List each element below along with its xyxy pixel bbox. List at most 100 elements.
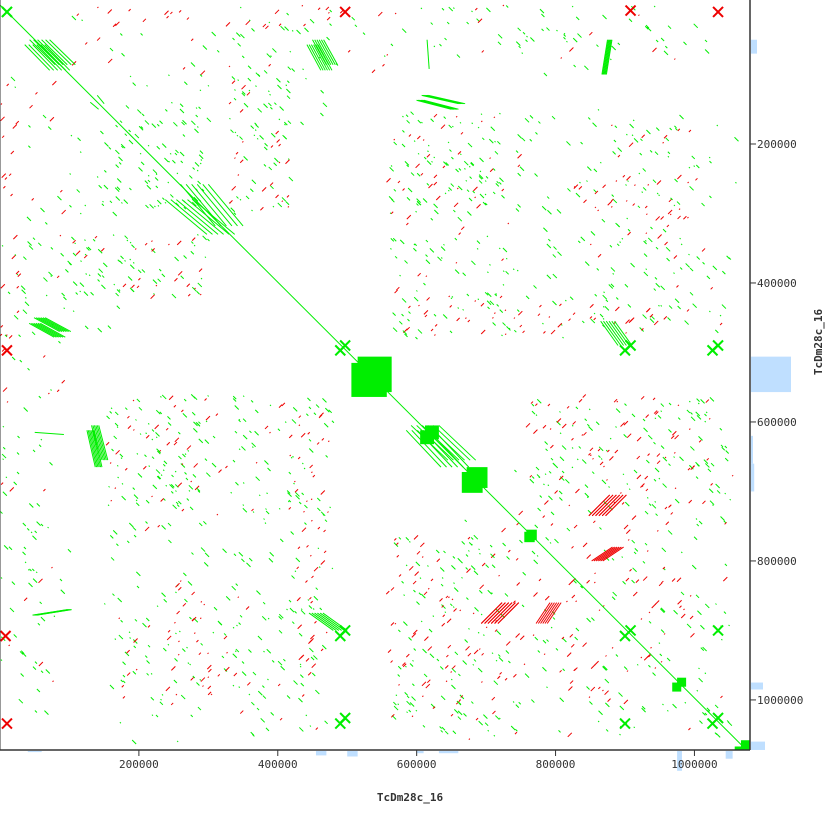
dot-mark [486, 7, 491, 13]
dot-mark [613, 139, 617, 143]
dot-mark [11, 254, 17, 260]
dot-mark [212, 435, 216, 439]
dot-mark [2, 491, 8, 497]
dot-mark [429, 247, 435, 253]
alignment-segment [320, 39, 336, 66]
dot-mark [414, 571, 420, 576]
dot-mark [641, 327, 644, 331]
dot-mark [191, 591, 195, 596]
dot-mark [180, 463, 186, 468]
dot-mark [525, 295, 530, 300]
dot-mark [484, 722, 489, 727]
dot-mark [124, 133, 128, 137]
dot-mark [687, 467, 691, 471]
dot-mark [573, 579, 577, 584]
dot-mark [255, 461, 258, 464]
dot-mark [518, 701, 522, 705]
dot-mark [100, 247, 105, 252]
dot-mark [442, 165, 446, 169]
alignment-segment [600, 320, 619, 346]
dot-mark [234, 650, 237, 653]
coverage-bar-bottom [416, 751, 424, 754]
dot-mark [623, 420, 629, 426]
dot-mark [470, 161, 475, 166]
dot-mark [81, 19, 83, 22]
dot-mark [631, 515, 637, 520]
dot-mark [541, 13, 545, 18]
dot-mark [443, 161, 448, 167]
dot-mark [116, 178, 122, 183]
dot-mark [547, 209, 552, 215]
dot-mark [702, 646, 707, 652]
dot-mark [705, 463, 710, 468]
dot-mark [45, 294, 48, 297]
dot-mark [119, 721, 122, 724]
dot-mark [446, 21, 450, 25]
alignment-segment [311, 612, 337, 631]
dot-mark [670, 512, 674, 515]
dot-mark [535, 131, 538, 135]
dot-mark [132, 262, 135, 264]
dot-mark [47, 126, 52, 130]
alignment-segment [313, 44, 328, 71]
dot-mark [408, 709, 412, 713]
dot-mark [659, 653, 663, 657]
dot-mark [403, 594, 405, 596]
dot-mark [688, 428, 691, 431]
dot-mark [179, 151, 185, 157]
dot-mark [610, 124, 613, 127]
dot-mark [467, 652, 472, 657]
dot-mark [141, 113, 145, 117]
dot-mark [231, 585, 237, 591]
dot-mark [493, 116, 496, 119]
dot-mark [417, 201, 421, 206]
dot-mark [197, 282, 203, 288]
dot-mark [320, 560, 326, 565]
dot-mark [546, 27, 550, 31]
dot-mark [505, 5, 509, 8]
dot-mark [260, 717, 266, 723]
dot-mark [688, 499, 693, 504]
dot-mark [544, 441, 549, 445]
dot-mark [689, 446, 695, 451]
dot-mark [431, 160, 433, 163]
dot-mark [660, 629, 665, 633]
dot-mark [563, 36, 566, 40]
dot-mark [272, 205, 275, 208]
dot-mark [411, 715, 414, 718]
dot-mark [420, 172, 424, 176]
dot-mark [664, 456, 667, 459]
dot-mark [553, 246, 557, 250]
dot-mark [22, 309, 28, 315]
dot-mark [673, 609, 678, 615]
dot-mark [612, 273, 615, 275]
dot-mark [535, 414, 538, 416]
dot-mark [208, 668, 212, 673]
dot-mark [683, 608, 685, 611]
dot-mark [499, 112, 501, 115]
dot-mark [47, 526, 49, 529]
dot-mark [470, 565, 476, 570]
dot-mark [639, 152, 643, 156]
dot-mark [457, 185, 463, 191]
dot-mark [457, 151, 462, 155]
dot-mark [671, 578, 676, 582]
dot-mark [705, 411, 708, 414]
dot-mark [647, 434, 653, 440]
alignment-segment [45, 39, 72, 66]
dot-mark [664, 45, 668, 49]
dot-mark [410, 111, 414, 116]
dot-mark [439, 43, 442, 47]
dot-mark [136, 285, 140, 289]
dot-mark [12, 124, 18, 129]
dot-mark [635, 579, 640, 583]
dot-mark [164, 201, 167, 204]
dot-mark [644, 542, 648, 546]
dot-mark [278, 613, 284, 619]
dot-mark [277, 428, 281, 432]
dot-mark [180, 275, 185, 280]
dot-mark [601, 479, 607, 485]
dot-mark [560, 57, 563, 59]
dot-mark [562, 637, 567, 643]
dot-mark [700, 647, 705, 652]
